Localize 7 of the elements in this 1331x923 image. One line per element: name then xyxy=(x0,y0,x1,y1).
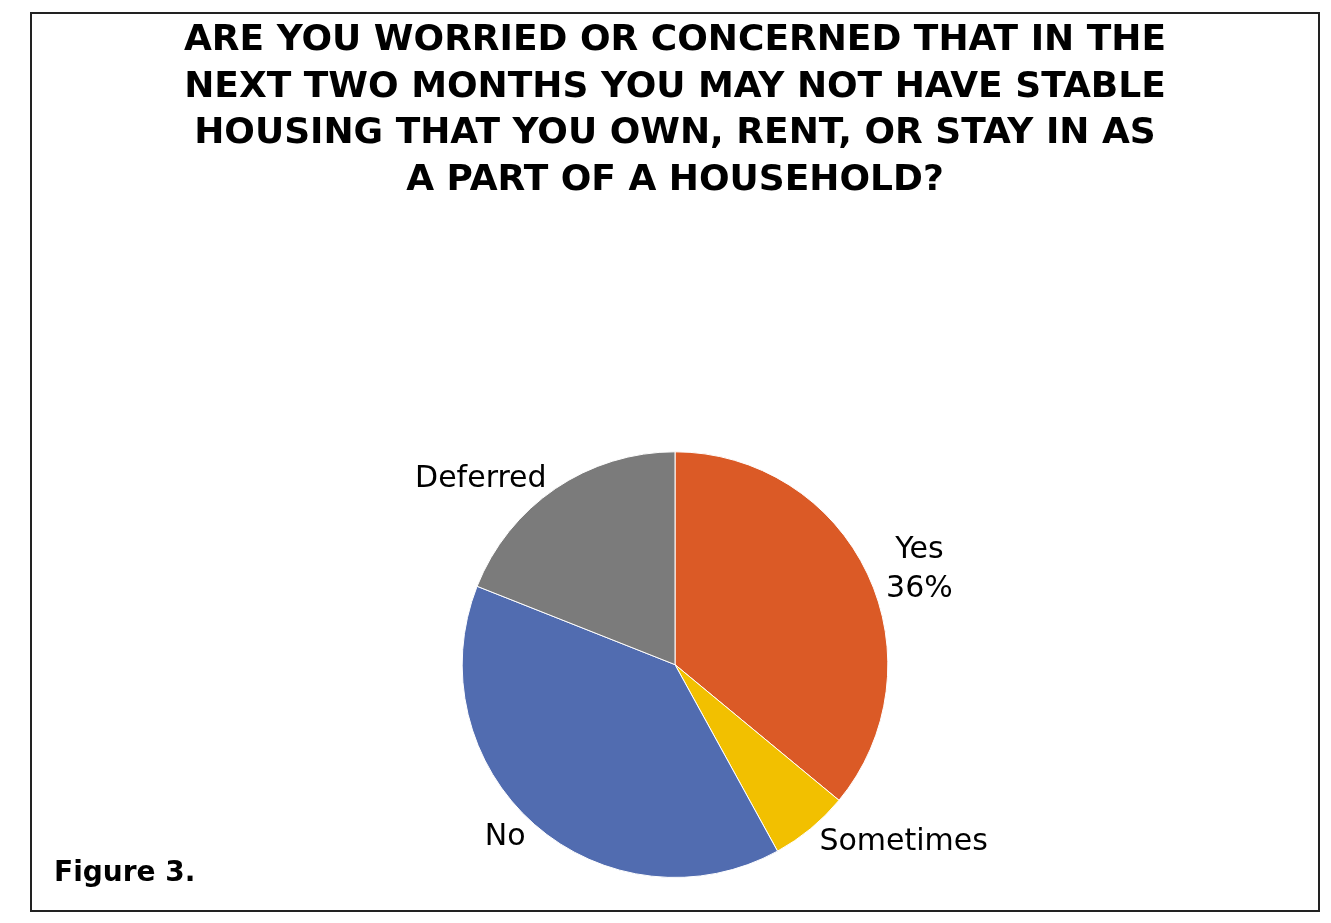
slice-label: Deferred xyxy=(415,459,547,495)
slice-label: Yes xyxy=(894,530,944,566)
caption: Figure 3. xyxy=(54,855,196,888)
slice-label: No xyxy=(484,816,526,852)
chart-title: ARE YOU WORRIED OR CONCERNED THAT IN THE NEXT TWO MONTHS YOU MAY NOT HAVE STABLE HOUSING THAT YOU OWN, RENT, OR STAY IN AS A PART OF A HOUSEHOLD? xyxy=(183,16,1167,199)
data-label: 36% xyxy=(886,569,953,605)
slice-label: Sometimes xyxy=(819,821,988,857)
